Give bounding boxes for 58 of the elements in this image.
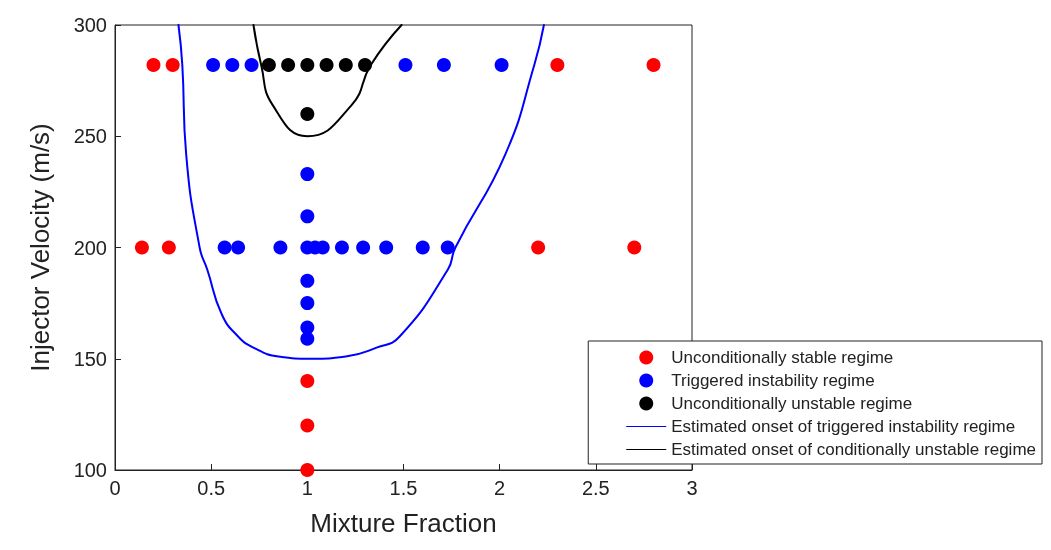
legend-label: Unconditionally stable regime (671, 348, 894, 367)
point (146, 58, 161, 73)
point (300, 331, 315, 346)
point (300, 296, 315, 311)
point (300, 107, 315, 121)
point (300, 463, 315, 477)
x-tick-label: 1 (301, 477, 313, 499)
point (436, 58, 451, 73)
y-tick-label: 150 (73, 347, 107, 370)
x-tick-label: 3 (686, 477, 698, 499)
y-tick-label: 250 (73, 125, 107, 148)
y-tick-label: 100 (73, 459, 107, 481)
point (244, 58, 259, 73)
line-series (177, 24, 545, 360)
point (440, 240, 455, 255)
point (646, 58, 661, 73)
point (165, 58, 180, 73)
point (300, 374, 315, 388)
line-series (252, 24, 403, 138)
point (356, 240, 371, 255)
point (300, 58, 315, 73)
point (494, 58, 509, 73)
x-tick-label: 2.5 (581, 477, 610, 499)
point (334, 240, 349, 255)
x-tick-label: 1.5 (389, 477, 418, 499)
point (627, 240, 642, 255)
point (379, 240, 394, 255)
point (261, 58, 276, 73)
point (206, 58, 221, 73)
legend-label: Triggered instability regime (671, 371, 875, 390)
point (358, 58, 373, 73)
point (217, 240, 232, 255)
x-tick-label: 0.5 (197, 477, 226, 499)
point (281, 58, 296, 73)
point (231, 240, 246, 255)
y-tick-label: 200 (73, 236, 107, 259)
point (319, 58, 334, 73)
point (134, 240, 149, 255)
x-tick-label: 0 (109, 477, 121, 499)
point (415, 240, 430, 255)
point (338, 58, 353, 73)
x-axis-title: Mixture Fraction (310, 508, 497, 538)
y-axis-title: Injector Velocity (m/s) (25, 123, 55, 372)
legend-label: Unconditionally unstable regime (671, 394, 913, 413)
point (225, 58, 240, 73)
legend-label: Estimated onset of conditionally unstable regime (671, 440, 1036, 459)
point (300, 273, 315, 288)
point (300, 209, 315, 224)
point (550, 58, 565, 73)
point (273, 240, 288, 255)
x-tick-label: 2 (494, 477, 506, 499)
legend-label: Estimated onset of triggered instability regime (671, 417, 1016, 436)
point (300, 418, 315, 433)
point (398, 58, 413, 73)
y-tick-label: 300 (73, 14, 107, 36)
point (300, 167, 315, 182)
point (161, 240, 176, 255)
point (531, 240, 546, 255)
